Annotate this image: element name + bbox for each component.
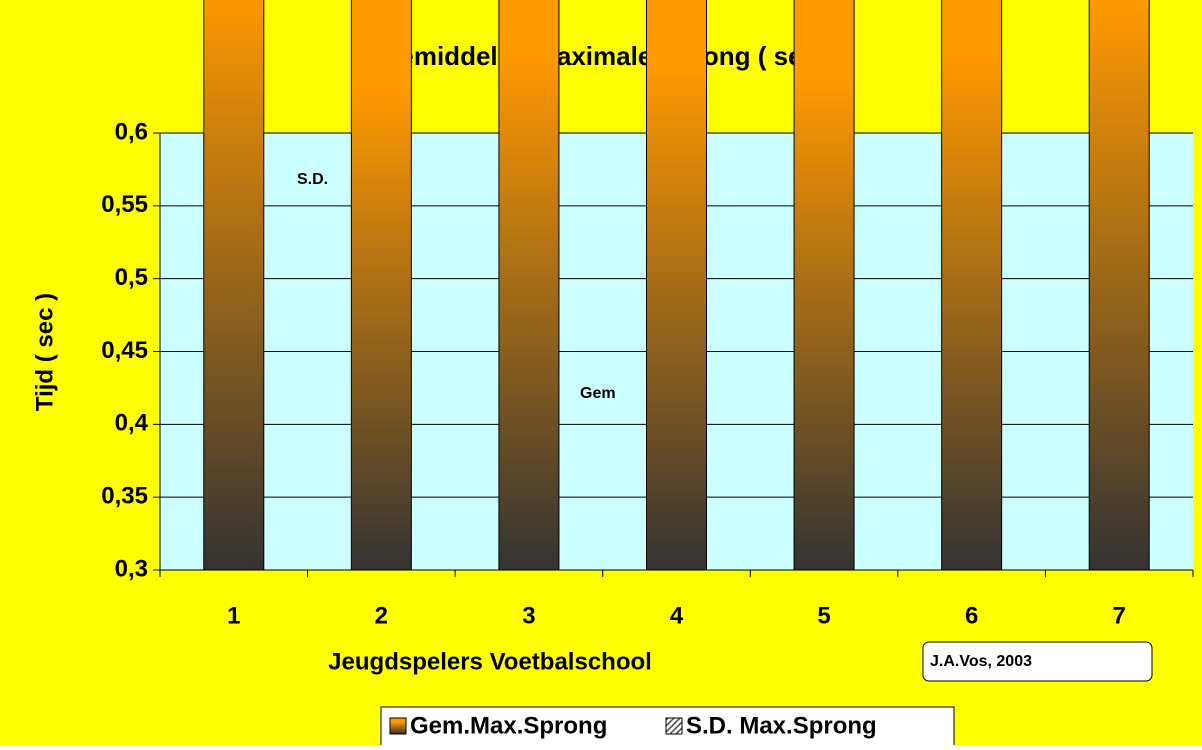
legend — [380, 706, 955, 748]
y-tick-label: 0,3 — [115, 555, 148, 582]
x-tick-label: 4 — [670, 602, 684, 629]
bar-segment — [793, 0, 855, 571]
bar-segment — [498, 0, 560, 571]
y-tick-label: 0,5 — [115, 264, 148, 291]
legend-swatch — [665, 717, 683, 735]
x-tick-label: 5 — [817, 602, 830, 629]
legend-label: Gem.Max.Sprong — [410, 712, 607, 739]
x-tick-label: 6 — [965, 602, 978, 629]
y-tick-label: 0,55 — [101, 191, 148, 218]
bar-segment — [646, 0, 707, 571]
credit-box — [922, 641, 1153, 682]
bar-segment — [203, 0, 265, 571]
x-tick-label: 7 — [1113, 602, 1126, 629]
x-axis-label: Jeugdspelers Voetbalschool — [328, 648, 652, 675]
y-tick-label: 0,35 — [101, 483, 148, 510]
bar-segment — [1088, 0, 1150, 571]
chart-title: Gemiddelde Maximale Sprong ( sec ) — [379, 41, 833, 71]
x-tick-label: 2 — [375, 602, 388, 629]
annotation: S.D. — [297, 171, 328, 188]
y-tick-label: 0,6 — [115, 118, 148, 145]
credit: J.A.Vos, 2003 — [930, 653, 1032, 670]
x-tick-label: 3 — [522, 602, 535, 629]
y-tick-label: 0,45 — [101, 337, 148, 364]
x-tick-label: 1 — [227, 602, 240, 629]
legend-swatch — [389, 717, 407, 735]
legend-label: S.D. Max.Sprong — [686, 712, 877, 739]
annotation: Gem — [580, 385, 616, 402]
y-tick-label: 0,4 — [115, 410, 149, 437]
y-axis-label: Tijd ( sec ) — [31, 293, 58, 411]
bar-segment — [350, 0, 412, 571]
bar-segment — [941, 0, 1003, 571]
